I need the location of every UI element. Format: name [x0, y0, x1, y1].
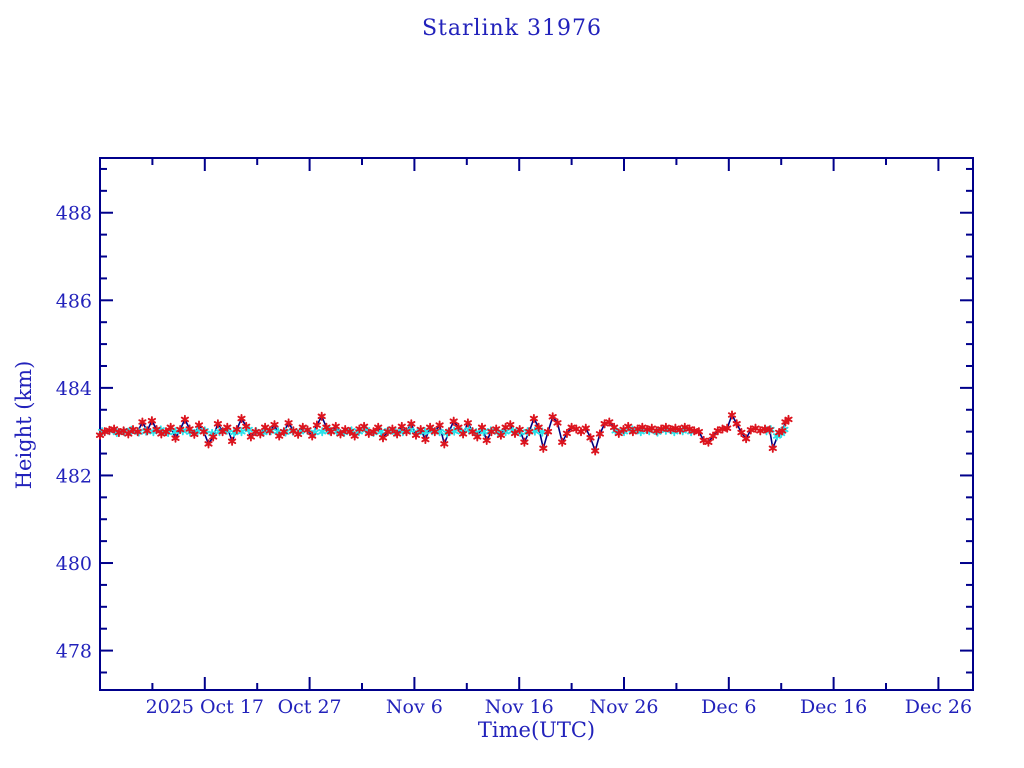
y-tick-labels: 478 480 482 484 486 488: [56, 203, 92, 663]
x-axis-title: Time(UTC): [477, 718, 596, 742]
chart-title: Starlink 31976: [421, 16, 603, 41]
y-axis-ticks: [100, 167, 973, 674]
x-tick-label: 2025 Oct 17: [146, 696, 264, 718]
x-tick-label: Dec 26: [905, 696, 972, 718]
x-tick-label: Dec 16: [800, 696, 867, 718]
y-tick-label: 478: [56, 641, 92, 663]
y-tick-label: 486: [56, 290, 92, 312]
x-tick-label: Oct 27: [278, 696, 342, 718]
x-tick-label: Nov 6: [386, 696, 443, 718]
y-tick-label: 480: [56, 553, 92, 575]
y-tick-label: 488: [56, 203, 92, 225]
tle-height-markers: [95, 410, 793, 456]
x-tick-label: Nov 26: [590, 696, 659, 718]
y-tick-label: 482: [56, 465, 92, 487]
plot-frame: [99, 157, 974, 691]
x-tick-labels: 2025 Oct 17 Oct 27 Nov 6 Nov 16 Nov 26 Dec 6 D…: [146, 696, 973, 718]
x-tick-label: Dec 6: [701, 696, 756, 718]
x-axis-ticks: [151, 158, 940, 690]
y-tick-label: 484: [56, 378, 92, 400]
x-tick-label: Nov 16: [485, 696, 554, 718]
